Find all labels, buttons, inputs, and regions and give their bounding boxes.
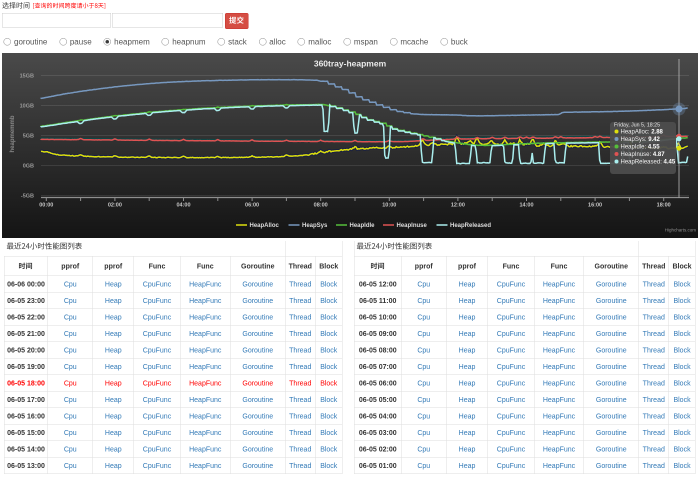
svg-text:HeapSys: HeapSys [302, 223, 328, 229]
svg-text:HeapAlloc: HeapAlloc [250, 223, 280, 229]
svg-text:15GB: 15GB [20, 74, 34, 80]
svg-text:0GB: 0GB [23, 164, 34, 170]
svg-text:00:00: 00:00 [39, 203, 53, 209]
svg-text:HeapIdle: 4.55: HeapIdle: 4.55 [621, 145, 661, 151]
svg-text:14:00: 14:00 [519, 203, 533, 209]
svg-text:Highcharts.com: Highcharts.com [665, 228, 697, 233]
svg-text:06:00: 06:00 [245, 203, 259, 209]
svg-text:HeapAlloc: 2.88: HeapAlloc: 2.88 [621, 130, 664, 136]
svg-text:HeapIdle: HeapIdle [350, 223, 376, 229]
svg-text:HeapInuse: HeapInuse [397, 223, 428, 229]
svg-text:heapmemmb: heapmemmb [10, 115, 16, 152]
svg-text:18:00: 18:00 [657, 203, 671, 209]
svg-text:HeapSys: 9.42: HeapSys: 9.42 [621, 137, 661, 143]
svg-text:HeapInuse: 4.87: HeapInuse: 4.87 [621, 152, 666, 158]
svg-text:02:00: 02:00 [108, 203, 122, 209]
svg-text:HeapReleased: 4.45: HeapReleased: 4.45 [621, 160, 676, 166]
svg-text:360tray-heapmem: 360tray-heapmem [314, 59, 387, 69]
svg-text:10:00: 10:00 [382, 203, 396, 209]
svg-text:-5GB: -5GB [21, 194, 34, 200]
svg-text:16:00: 16:00 [588, 203, 602, 209]
svg-text:04:00: 04:00 [176, 203, 190, 209]
svg-text:Friday, Jun 5, 18:25: Friday, Jun 5, 18:25 [614, 123, 660, 129]
svg-text:HeapReleased: HeapReleased [450, 223, 491, 229]
svg-text:08:00: 08:00 [314, 203, 328, 209]
svg-text:5GB: 5GB [23, 134, 34, 140]
svg-text:10GB: 10GB [20, 104, 34, 110]
svg-text:12:00: 12:00 [451, 203, 465, 209]
